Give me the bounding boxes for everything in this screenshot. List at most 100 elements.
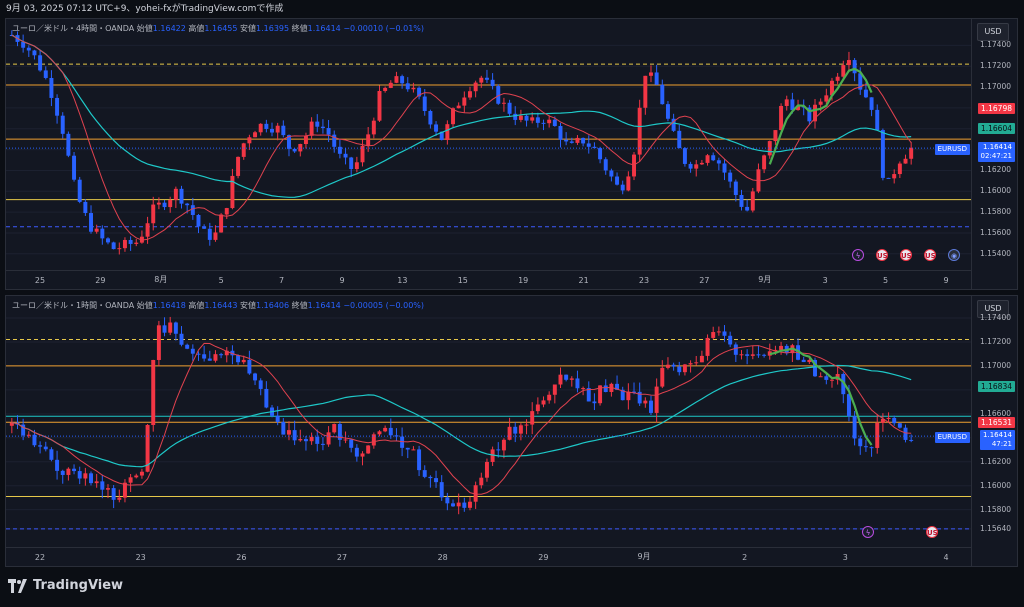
date-label: 27 [699, 276, 710, 285]
candle-body [89, 213, 93, 232]
time-axis[interactable]: 22 23 26 27 28 29 9月 2 3 4 [6, 547, 972, 566]
price-tick: 1.17200 [979, 61, 1011, 71]
price-tick: 1.17400 [979, 40, 1011, 50]
candle-body [309, 121, 314, 136]
candle-body [213, 232, 218, 240]
candle-body [581, 388, 586, 390]
candle-body [179, 188, 184, 204]
candle-body [383, 427, 388, 432]
date-label: 9月 [758, 275, 772, 284]
candle-body [733, 344, 738, 355]
economic-event-flag-icon[interactable]: US [924, 249, 936, 261]
candle-body [807, 107, 812, 122]
candle-body [66, 468, 71, 475]
candle-body [343, 439, 348, 441]
candle-body [439, 482, 444, 498]
candle-body [897, 163, 902, 175]
candle-body [835, 76, 840, 81]
candle-body [43, 70, 48, 78]
flash-event-icon[interactable]: ϟ [852, 249, 864, 261]
candle-body [665, 364, 670, 368]
candle-body [547, 394, 552, 401]
candle-body [32, 434, 37, 446]
candle-body [660, 367, 665, 387]
candle-body [343, 153, 348, 158]
candle-body [762, 155, 767, 170]
chart-pane-1h[interactable]: ユーロ／米ドル・1時間・OANDA 始値1.16418 高値1.16443 安値… [5, 295, 1018, 567]
candle-body [134, 242, 139, 244]
price-badge: 1.16834 [977, 380, 1015, 392]
candle-body [581, 137, 586, 144]
candle-body [224, 208, 229, 215]
price-plot-1h[interactable] [6, 296, 972, 550]
candle-body [897, 423, 902, 428]
economic-event-flag-icon[interactable]: US [900, 249, 912, 261]
candle-body [151, 204, 156, 224]
trend-line [769, 347, 873, 446]
chart-pane-4h[interactable]: ユーロ／米ドル・4時間・OANDA 始値1.16422 高値1.16455 安値… [5, 18, 1018, 290]
candle-body [643, 400, 648, 404]
legend-high: 1.16455 [204, 24, 238, 33]
candle-body [490, 449, 495, 462]
legend-symbol: ユーロ／米ドル・1時間・OANDA [12, 301, 135, 310]
candle-body [411, 449, 416, 451]
candle-body [287, 135, 291, 149]
candle-body [100, 228, 105, 239]
candle-body [733, 181, 738, 195]
currency-button[interactable]: USD [977, 300, 1009, 318]
candle-body [230, 350, 235, 356]
event-dot-icon[interactable]: ◉ [948, 249, 960, 261]
candle-body [524, 115, 529, 121]
candle-body [264, 123, 269, 129]
candle-body [219, 354, 224, 356]
price-plot-4h[interactable] [6, 19, 972, 273]
candle-body [388, 427, 393, 436]
candle-body [462, 97, 467, 106]
candle-body [156, 202, 161, 205]
economic-event-flag-icon[interactable]: US [876, 249, 888, 261]
time-axis[interactable]: 25 29 8月 5 7 9 13 15 19 21 23 27 9月 3 5 9 [6, 270, 972, 289]
candle-body [762, 354, 767, 356]
legend-low-label: 安値 [240, 301, 257, 310]
candle-body [49, 449, 54, 460]
tradingview-logo[interactable]: TradingView [8, 578, 123, 593]
candle-body [886, 177, 891, 179]
candle-body [807, 359, 812, 363]
price-scale[interactable]: USD 1.174001.172001.170001.168001.166001… [971, 296, 1017, 566]
legend-low-label: 安値 [240, 24, 257, 33]
date-label: 3 [822, 276, 828, 285]
candle-body [637, 107, 642, 155]
flash-event-icon[interactable]: ϟ [862, 526, 874, 538]
candle-body [128, 239, 133, 244]
candle-body [371, 434, 376, 446]
candle-body [434, 478, 439, 483]
candle-body [360, 453, 365, 457]
candle-body [739, 194, 744, 207]
price-scale[interactable]: USD 1.174001.172001.170001.168001.166001… [971, 19, 1017, 289]
candle-body [750, 191, 755, 211]
candle-body [100, 481, 105, 490]
price-tick: 1.16000 [979, 186, 1011, 196]
candle-body [236, 156, 241, 176]
candle-body [620, 184, 625, 191]
candle-body [909, 439, 914, 441]
candle-body [513, 113, 518, 120]
candle-body [253, 132, 258, 138]
candle-body [479, 77, 484, 83]
candle-body [417, 449, 422, 471]
candle-body [207, 228, 212, 240]
candle-body [349, 157, 354, 170]
candle-body [236, 355, 241, 363]
economic-event-flag-icon[interactable]: US [926, 526, 938, 538]
date-label: 23 [135, 553, 146, 562]
candle-body [275, 415, 280, 422]
candle-body [745, 354, 750, 356]
candle-body [869, 447, 874, 449]
candle-body [309, 436, 314, 442]
price-tick: 1.17000 [979, 82, 1011, 92]
candle-body [558, 374, 563, 385]
candle-body [241, 143, 246, 157]
legend-low: 1.16406 [256, 301, 290, 310]
candle-body [790, 99, 795, 111]
currency-button[interactable]: USD [977, 23, 1009, 41]
